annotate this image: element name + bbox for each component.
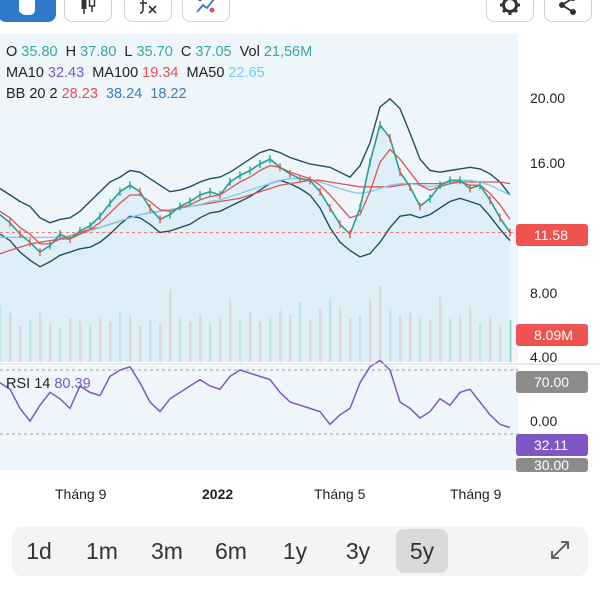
x-tick-label: Tháng 9 (450, 486, 502, 502)
hand-icon (19, 0, 35, 15)
close-label: C (180, 44, 192, 60)
ma10-label: MA10 (6, 65, 44, 81)
range-1y[interactable]: 1y (282, 537, 308, 564)
close-value: 37.05 (195, 44, 232, 60)
open-value: 35.80 (21, 44, 58, 60)
range-3y[interactable]: 3y (345, 537, 371, 564)
ma100-label: MA100 (92, 65, 139, 81)
bb-upper-value: 28.23 (61, 86, 98, 102)
bb-label: BB 20 2 (6, 86, 58, 102)
ma100-value: 19.34 (142, 65, 179, 81)
open-label: O (6, 44, 18, 60)
price-tick-label: 4.00 (530, 349, 558, 365)
candlestick-icon (81, 0, 96, 14)
share-icon (559, 0, 576, 15)
rsi-legend: RSI 14 80.39 (6, 374, 95, 394)
high-label: H (65, 44, 77, 60)
hand-tool-button[interactable] (0, 0, 56, 22)
expand-icon (551, 541, 569, 559)
volume-value: 21,56M (263, 44, 313, 60)
close-line (0, 123, 511, 254)
ma10-line (0, 148, 511, 245)
range-bar (12, 526, 588, 576)
ma-legend: MA10 32.43 MA100 19.34 MA50 22.65 (6, 63, 269, 83)
bb-legend: BB 20 2 28.23 38.24 18.22 (6, 84, 191, 104)
bb-lower-value: 18.22 (150, 86, 187, 102)
indicator-button[interactable] (182, 0, 230, 22)
rsi-legend-value: 80.39 (54, 376, 91, 392)
range-1d[interactable]: 1d (26, 537, 52, 564)
rsi-lower-tag: 30.00 (516, 458, 588, 472)
price-tick-label: 8.00 (530, 285, 558, 301)
last-price-tag: 11.58 (516, 224, 588, 246)
x-tick-label: 2022 (202, 486, 234, 502)
rsi-panel-background (0, 366, 518, 470)
range-6m[interactable]: 6m (215, 537, 247, 564)
function-button[interactable] (124, 0, 172, 22)
candlestick-button[interactable] (64, 0, 112, 22)
low-label: L (124, 44, 133, 60)
rsi-value-tag: 32.11 (516, 434, 588, 456)
bb-mid-value: 38.24 (105, 86, 143, 102)
range-5y[interactable]: 5y (396, 529, 448, 573)
bb-upper-line (0, 97, 511, 224)
function-icon (139, 0, 157, 14)
indicator-icon (196, 0, 215, 13)
volume-bar (509, 320, 512, 362)
settings-button[interactable] (486, 0, 534, 22)
ohlc-legend: O 35.80 H 37.80 L 35.70 C 37.05 Vol 21,56M (6, 42, 316, 62)
price-tick-label: 20.00 (530, 90, 566, 106)
range-1m[interactable]: 1m (86, 537, 118, 564)
range-3m[interactable]: 3m (151, 537, 183, 564)
volume-label: Vol (239, 44, 260, 60)
ma10-value: 32.43 (47, 65, 85, 81)
rsi-line (0, 359, 511, 429)
high-value: 37.80 (80, 44, 117, 60)
ma50-value: 22.65 (228, 65, 265, 81)
fullscreen-button[interactable] (540, 534, 580, 566)
close-area (0, 124, 510, 363)
rsi-tick-label: 0.00 (530, 413, 558, 429)
x-tick-label: Tháng 5 (314, 486, 366, 502)
gear-icon (500, 0, 520, 15)
price-tick-label: 16.00 (530, 155, 566, 171)
volume-tag: 8.09M (516, 324, 588, 346)
x-tick-label: Tháng 9 (55, 486, 107, 502)
ma50-label: MA50 (186, 65, 225, 81)
rsi-upper-tag: 70.00 (516, 371, 588, 393)
ma100-line (0, 179, 511, 255)
rsi-label: RSI 14 (6, 376, 51, 392)
low-value: 35.70 (136, 44, 173, 60)
share-button[interactable] (544, 0, 592, 22)
